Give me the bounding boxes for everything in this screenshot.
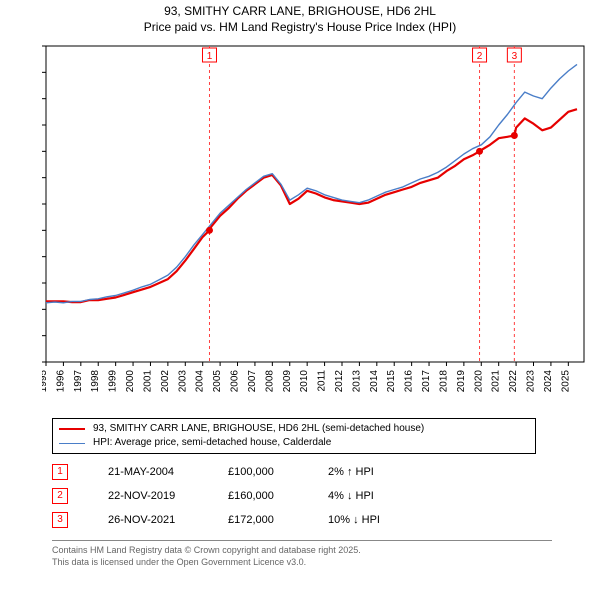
svg-text:2020: 2020: [473, 370, 484, 393]
svg-text:2012: 2012: [334, 370, 345, 393]
chart-plot: £0£20K£40K£60K£80K£100K£120K£140K£160K£1…: [42, 42, 588, 412]
legend-label-price: 93, SMITHY CARR LANE, BRIGHOUSE, HD6 2HL…: [93, 422, 424, 436]
legend: 93, SMITHY CARR LANE, BRIGHOUSE, HD6 2HL…: [52, 418, 536, 454]
legend-swatch-price: [59, 428, 85, 430]
svg-text:2014: 2014: [369, 370, 380, 393]
svg-text:2015: 2015: [386, 370, 397, 393]
footer: Contains HM Land Registry data © Crown c…: [52, 540, 552, 568]
marker-date-1: 21-MAY-2004: [108, 466, 228, 478]
svg-text:1: 1: [207, 51, 213, 62]
title-line2: Price paid vs. HM Land Registry's House …: [0, 20, 600, 36]
marker-price-3: £172,000: [228, 514, 328, 526]
svg-text:1995: 1995: [42, 370, 49, 393]
svg-text:2005: 2005: [212, 370, 223, 393]
svg-text:2023: 2023: [526, 370, 537, 393]
svg-text:2003: 2003: [177, 370, 188, 393]
chart-title: 93, SMITHY CARR LANE, BRIGHOUSE, HD6 2HL…: [0, 0, 600, 35]
marker-hpi-1: 2% ↑ HPI: [328, 466, 438, 478]
svg-text:2016: 2016: [404, 370, 415, 393]
svg-text:2011: 2011: [317, 370, 328, 392]
footer-line1: Contains HM Land Registry data © Crown c…: [52, 545, 552, 557]
svg-text:2009: 2009: [282, 370, 293, 393]
legend-swatch-hpi: [59, 443, 85, 444]
legend-item-price: 93, SMITHY CARR LANE, BRIGHOUSE, HD6 2HL…: [59, 422, 529, 436]
footer-line2: This data is licensed under the Open Gov…: [52, 557, 552, 569]
marker-price-1: £100,000: [228, 466, 328, 478]
svg-text:2004: 2004: [195, 370, 206, 393]
svg-text:1999: 1999: [108, 370, 119, 393]
legend-item-hpi: HPI: Average price, semi-detached house,…: [59, 436, 529, 450]
svg-text:2: 2: [477, 51, 483, 62]
svg-text:2017: 2017: [421, 370, 432, 393]
svg-text:2007: 2007: [247, 370, 258, 393]
svg-text:2024: 2024: [543, 370, 554, 393]
chart-svg: £0£20K£40K£60K£80K£100K£120K£140K£160K£1…: [42, 42, 588, 412]
svg-text:2018: 2018: [438, 370, 449, 393]
svg-text:2019: 2019: [456, 370, 467, 393]
svg-text:1996: 1996: [55, 370, 66, 393]
marker-table: 1 21-MAY-2004 £100,000 2% ↑ HPI 2 22-NOV…: [52, 460, 438, 532]
svg-text:1997: 1997: [73, 370, 84, 393]
marker-hpi-3: 10% ↓ HPI: [328, 514, 438, 526]
svg-text:2001: 2001: [142, 370, 153, 393]
svg-text:3: 3: [512, 51, 518, 62]
title-line1: 93, SMITHY CARR LANE, BRIGHOUSE, HD6 2HL: [0, 4, 600, 20]
marker-num-2: 2: [52, 488, 68, 504]
marker-price-2: £160,000: [228, 490, 328, 502]
table-row: 2 22-NOV-2019 £160,000 4% ↓ HPI: [52, 484, 438, 508]
marker-date-3: 26-NOV-2021: [108, 514, 228, 526]
legend-label-hpi: HPI: Average price, semi-detached house,…: [93, 436, 331, 450]
svg-text:1998: 1998: [90, 370, 101, 393]
marker-hpi-2: 4% ↓ HPI: [328, 490, 438, 502]
svg-text:2002: 2002: [160, 370, 171, 393]
marker-date-2: 22-NOV-2019: [108, 490, 228, 502]
marker-num-3: 3: [52, 512, 68, 528]
svg-text:2022: 2022: [508, 370, 519, 393]
svg-text:2000: 2000: [125, 370, 136, 393]
table-row: 3 26-NOV-2021 £172,000 10% ↓ HPI: [52, 508, 438, 532]
svg-text:2006: 2006: [230, 370, 241, 393]
svg-text:2013: 2013: [351, 370, 362, 393]
svg-text:2025: 2025: [560, 370, 571, 393]
svg-text:2021: 2021: [491, 370, 502, 393]
marker-num-1: 1: [52, 464, 68, 480]
svg-text:2010: 2010: [299, 370, 310, 393]
svg-text:2008: 2008: [264, 370, 275, 393]
table-row: 1 21-MAY-2004 £100,000 2% ↑ HPI: [52, 460, 438, 484]
